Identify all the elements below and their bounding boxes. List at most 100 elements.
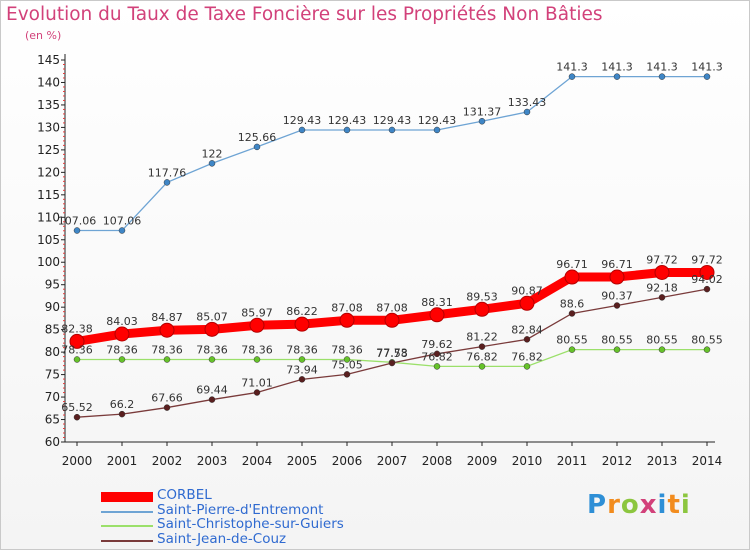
data-label: 81.22 bbox=[466, 331, 498, 344]
data-label: 117.76 bbox=[148, 166, 187, 179]
data-point bbox=[208, 356, 216, 363]
data-label: 78.36 bbox=[106, 343, 138, 356]
data-label: 71.01 bbox=[241, 377, 273, 390]
data-label: 78.36 bbox=[196, 343, 228, 356]
data-point bbox=[388, 126, 396, 134]
data-label: 125.66 bbox=[238, 131, 277, 144]
data-label: 85.97 bbox=[241, 306, 273, 319]
data-label: 80.55 bbox=[601, 334, 633, 347]
data-point bbox=[523, 108, 531, 116]
data-point bbox=[433, 350, 441, 358]
data-label: 90.37 bbox=[601, 290, 633, 303]
logo-letter: r bbox=[607, 490, 621, 520]
data-point bbox=[253, 143, 261, 151]
data-label: 88.31 bbox=[421, 296, 453, 309]
data-label: 107.06 bbox=[103, 215, 142, 228]
x-tick-label: 2010 bbox=[512, 454, 543, 468]
legend-swatch bbox=[101, 511, 153, 513]
y-tick-label: 145 bbox=[37, 53, 60, 67]
data-label: 94.02 bbox=[691, 273, 723, 286]
data-point bbox=[388, 359, 396, 367]
data-point bbox=[433, 363, 441, 370]
data-point bbox=[519, 295, 535, 311]
data-point bbox=[658, 294, 666, 301]
y-tick-label: 110 bbox=[37, 210, 60, 224]
data-label: 85.07 bbox=[196, 310, 228, 323]
unit-label: (en %) bbox=[25, 29, 62, 42]
legend-label: Saint-Christophe-sur-Guiers bbox=[157, 516, 344, 532]
data-label: 84.03 bbox=[106, 315, 138, 328]
data-point bbox=[159, 322, 175, 338]
data-label: 77.58 bbox=[376, 347, 408, 360]
data-label: 86.22 bbox=[286, 305, 318, 318]
series-layer bbox=[69, 73, 715, 421]
x-tick-label: 2012 bbox=[602, 454, 633, 468]
legend-label: Saint-Jean-de-Couz bbox=[157, 531, 287, 547]
data-point bbox=[658, 346, 666, 353]
logo-letter: P bbox=[587, 490, 608, 520]
legend-swatch bbox=[101, 540, 153, 542]
data-label: 129.43 bbox=[328, 114, 367, 127]
data-point bbox=[384, 312, 400, 328]
data-label: 78.36 bbox=[241, 343, 273, 356]
data-label: 78.36 bbox=[151, 343, 183, 356]
y-tick-label: 115 bbox=[37, 188, 60, 202]
data-point bbox=[73, 356, 81, 363]
data-label: 78.36 bbox=[331, 343, 363, 356]
x-tick-label: 2000 bbox=[62, 454, 93, 468]
data-point bbox=[474, 301, 490, 317]
x-tick-label: 2001 bbox=[107, 454, 138, 468]
data-label: 80.55 bbox=[691, 334, 723, 347]
data-label: 66.2 bbox=[110, 398, 135, 411]
logo-letter: i bbox=[657, 490, 668, 520]
data-point bbox=[433, 126, 441, 134]
data-point bbox=[343, 356, 351, 363]
data-label: 88.6 bbox=[560, 297, 585, 310]
y-tick-label: 135 bbox=[37, 98, 60, 112]
data-label: 87.08 bbox=[376, 301, 408, 314]
series-line bbox=[77, 75, 707, 232]
data-point bbox=[204, 321, 220, 337]
y-tick-label: 130 bbox=[37, 120, 60, 134]
data-point bbox=[703, 346, 711, 353]
logo-letter: x bbox=[639, 490, 658, 520]
y-tick-label: 65 bbox=[45, 413, 60, 427]
data-label: 80.55 bbox=[646, 334, 678, 347]
data-label: 97.72 bbox=[646, 253, 678, 266]
data-point bbox=[613, 73, 621, 80]
logo-letter: i bbox=[680, 490, 691, 520]
data-point bbox=[343, 371, 351, 378]
y-tick-label: 95 bbox=[45, 278, 60, 292]
data-label: 131.37 bbox=[463, 105, 502, 118]
data-label: 82.38 bbox=[61, 322, 93, 335]
data-point bbox=[478, 363, 486, 370]
data-label: 79.62 bbox=[421, 338, 453, 351]
y-tick-label: 140 bbox=[37, 75, 60, 89]
data-point bbox=[564, 269, 580, 285]
data-point bbox=[118, 227, 126, 234]
x-tick-label: 2008 bbox=[422, 454, 453, 468]
data-point bbox=[163, 404, 171, 411]
data-label: 65.52 bbox=[61, 401, 93, 414]
x-tick-label: 2004 bbox=[242, 454, 273, 468]
data-point bbox=[114, 326, 130, 342]
data-point bbox=[163, 179, 171, 186]
legend-label: CORBEL bbox=[157, 487, 212, 503]
logo-letter: o bbox=[620, 490, 640, 520]
y-tick-label: 85 bbox=[45, 323, 60, 337]
y-tick-label: 80 bbox=[45, 345, 60, 359]
x-tick-label: 2005 bbox=[287, 454, 318, 468]
data-point bbox=[69, 333, 85, 349]
data-label: 76.82 bbox=[511, 350, 543, 363]
data-point bbox=[613, 346, 621, 353]
data-label: 92.18 bbox=[646, 281, 678, 294]
proxiti-logo: Proxiti bbox=[587, 490, 691, 520]
data-point bbox=[73, 227, 81, 234]
data-label: 77.73 bbox=[376, 346, 408, 359]
data-label: 96.71 bbox=[556, 258, 588, 271]
x-tick-label: 2013 bbox=[647, 454, 678, 468]
axes: 60 65 70 75 80 85 90 95 100 105 110 115 120 125 130 135… bbox=[37, 53, 722, 468]
data-point bbox=[613, 302, 621, 309]
